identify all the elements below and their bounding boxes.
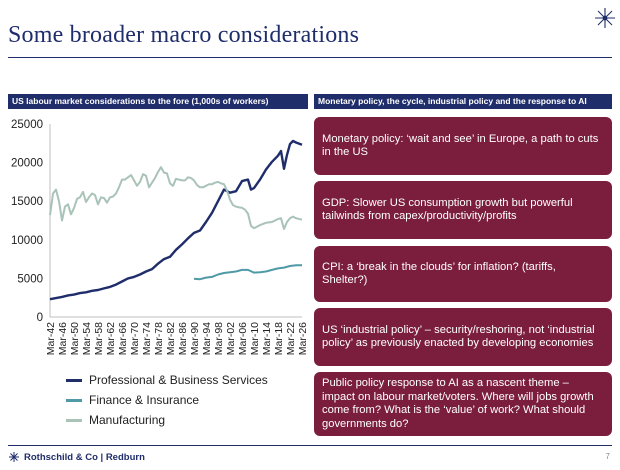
x-tick-label: Mar-66: [117, 322, 129, 355]
x-tick-label: Mar-78: [153, 322, 165, 355]
card-ai-policy: Public policy response to AI as a nascen…: [314, 372, 612, 436]
x-tick-label: Mar-10: [249, 322, 261, 355]
x-tick-label: Mar-22: [285, 322, 297, 355]
x-tick-label: Mar-18: [273, 322, 285, 355]
slide-title: Some broader macro considerations: [8, 22, 360, 48]
x-tick-label: Mar-98: [213, 322, 225, 355]
legend-swatch-professional: [66, 378, 82, 382]
y-tick-label: 20000: [11, 158, 43, 170]
card-text: Public policy response to AI as a nascen…: [322, 377, 594, 430]
x-tick-label: Mar-50: [69, 322, 81, 355]
card-industrial-policy: US ‘industrial policy’ – security/reshor…: [314, 308, 612, 366]
y-tick-label: 25000: [11, 119, 43, 131]
legend-swatch-finance: [66, 398, 82, 402]
x-tick-label: Mar-14: [261, 322, 273, 355]
x-tick-label: Mar-90: [189, 322, 201, 355]
x-tick-label: Mar-58: [93, 322, 105, 355]
title-rule: [8, 57, 612, 58]
legend-label-professional: Professional & Business Services: [89, 373, 268, 387]
card-text: GDP: Slower US consumption growth but po…: [322, 196, 573, 223]
series-line-manufacturing: [49, 166, 303, 230]
x-tick-label: Mar-62: [105, 322, 117, 355]
footer-brand: Rothschild & Co | Redburn: [8, 451, 145, 463]
series-line-professional-business-services: [49, 139, 303, 301]
x-tick-label: Mar-74: [141, 322, 153, 355]
x-tick-label: Mar-54: [81, 322, 93, 355]
legend-item-finance: Finance & Insurance: [66, 392, 199, 408]
x-tick-label: Mar-86: [177, 322, 189, 355]
x-tick-label: Mar-26: [297, 322, 309, 355]
footer-brand-text: Rothschild & Co | Redburn: [24, 451, 145, 463]
legend-label-finance: Finance & Insurance: [89, 393, 200, 407]
legend-item-manufacturing: Manufacturing: [66, 412, 165, 428]
card-text: US ‘industrial policy’ – security/reshor…: [322, 323, 595, 350]
card-text: Monetary policy: ‘wait and see’ in Europ…: [322, 132, 599, 159]
x-tick-label: Mar-70: [129, 322, 141, 355]
footer-rule: [8, 445, 612, 446]
series-line-finance-insurance: [193, 264, 302, 281]
y-tick-label: 15000: [11, 196, 43, 208]
page-number: 7: [605, 452, 610, 461]
y-tick-label: 5000: [17, 273, 43, 285]
card-text: CPI: a ‘break in the clouds’ for inflati…: [322, 260, 556, 287]
footer-star-icon: [9, 452, 19, 462]
x-tick-label: Mar-02: [225, 322, 237, 355]
x-tick-label: Mar-82: [165, 322, 177, 355]
card-gdp: GDP: Slower US consumption growth but po…: [314, 181, 612, 239]
card-cpi: CPI: a ‘break in the clouds’ for inflati…: [314, 246, 612, 302]
x-tick-label: Mar-42: [45, 322, 57, 355]
right-panel-header: Monetary policy, the cycle, industrial p…: [314, 94, 612, 109]
left-panel-header: US labour market considerations to the f…: [8, 94, 308, 109]
y-tick-label: 10000: [11, 235, 43, 247]
rothschild-star-logo-icon: [595, 8, 615, 28]
x-tick-label: Mar-06: [237, 322, 249, 355]
x-tick-label: Mar-94: [201, 322, 213, 355]
x-tick-label: Mar-46: [57, 322, 69, 355]
legend-label-manufacturing: Manufacturing: [89, 413, 166, 427]
card-monetary-policy: Monetary policy: ‘wait and see’ in Europ…: [314, 117, 612, 175]
y-tick-label: 0: [37, 312, 43, 324]
legend-item-professional: Professional & Business Services: [66, 372, 268, 388]
legend-swatch-manufacturing: [66, 418, 82, 422]
